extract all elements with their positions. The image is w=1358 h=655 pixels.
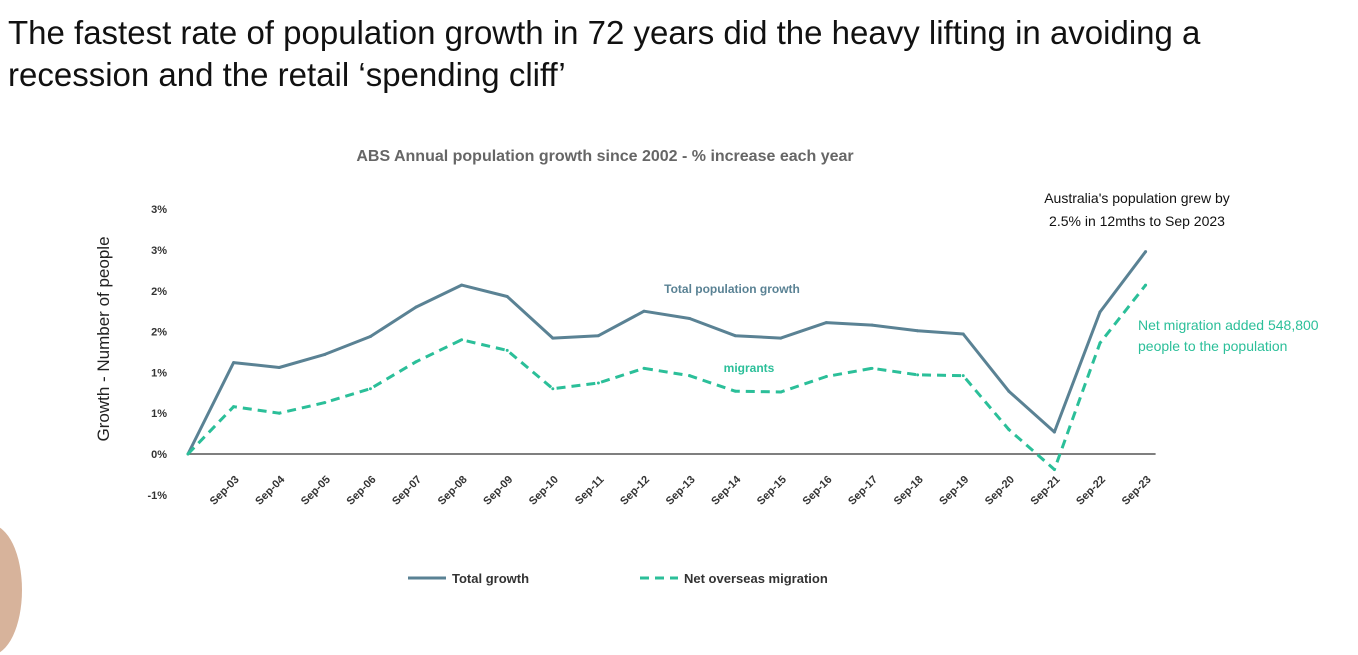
- net-migration-point: [460, 338, 464, 342]
- x-tick-label: Sep-15: [755, 474, 789, 508]
- total-growth-point: [824, 321, 828, 325]
- net-migration-point: [779, 390, 783, 394]
- total-growth-point: [1144, 250, 1148, 254]
- y-tick-label: 2%: [151, 327, 167, 339]
- annotation-migrants-label: migrants: [724, 361, 775, 375]
- x-tick-label: Sep-09: [481, 474, 515, 508]
- y-axis-ticks: -1% 0% 1% 1% 2% 2% 3% 3%: [147, 204, 167, 502]
- net-migration-point: [1007, 428, 1011, 432]
- net-migration-point: [824, 374, 828, 378]
- legend-migration-label: Net overseas migration: [684, 571, 828, 586]
- y-tick-label: 1%: [151, 367, 167, 379]
- total-growth-point: [688, 317, 692, 321]
- x-tick-label: Sep-03: [208, 474, 242, 508]
- x-tick-label: Sep-16: [801, 474, 835, 508]
- total-growth-point: [232, 361, 236, 365]
- total-growth-point: [916, 329, 920, 333]
- y-tick-label: 1%: [151, 408, 167, 420]
- annotation-pop-note-2: 2.5% in 12mths to Sep 2023: [1049, 213, 1225, 229]
- annotation-pop-note-1: Australia's population grew by: [1044, 190, 1230, 206]
- net-migration-point: [596, 381, 600, 385]
- y-tick-label: 3%: [151, 245, 167, 257]
- x-tick-label: Sep-07: [390, 474, 424, 508]
- net-migration-point: [551, 387, 555, 391]
- x-tick-label: Sep-04: [253, 473, 288, 508]
- x-tick-label: Sep-08: [436, 474, 470, 508]
- slide-title: The fastest rate of population growth in…: [8, 12, 1338, 96]
- total-growth-point: [779, 336, 783, 340]
- x-tick-label: Sep-23: [1120, 474, 1154, 508]
- chart-annotations: Total population growth migrants Australia…: [664, 190, 1319, 375]
- x-tick-label: Sep-14: [709, 473, 744, 508]
- total-growth-point: [961, 332, 965, 336]
- y-axis-label: Growth - Number of people: [94, 236, 113, 441]
- chart-title: ABS Annual population growth since 2002 …: [356, 148, 853, 165]
- total-growth-point: [733, 334, 737, 338]
- x-tick-label: Sep-19: [937, 474, 971, 508]
- net-migration-point: [1098, 341, 1102, 345]
- total-growth-point: [551, 336, 555, 340]
- x-tick-label: Sep-11: [573, 474, 607, 508]
- total-growth-point: [277, 366, 281, 370]
- total-growth-point: [414, 305, 418, 309]
- annotation-total-label: Total population growth: [664, 282, 800, 296]
- net-migration-point: [368, 387, 372, 391]
- total-growth-point: [596, 334, 600, 338]
- net-migration-point: [642, 366, 646, 370]
- x-tick-label: Sep-06: [345, 474, 379, 508]
- x-tick-label: Sep-17: [846, 474, 880, 508]
- total-growth-point: [323, 352, 327, 356]
- annotation-mig-note-2: people to the population: [1138, 338, 1287, 354]
- y-tick-label: -1%: [147, 490, 167, 502]
- series-lines: [186, 250, 1148, 472]
- total-growth-point: [1098, 310, 1102, 314]
- y-tick-label: 3%: [151, 204, 167, 216]
- net-migration-point: [733, 389, 737, 393]
- net-migration-point: [1144, 283, 1148, 287]
- chart-container: ABS Annual population growth since 2002 …: [0, 130, 1358, 597]
- y-tick-label: 0%: [151, 449, 167, 461]
- net-migration-point: [961, 374, 965, 378]
- total-growth-point: [1052, 430, 1056, 434]
- legend-total-label: Total growth: [452, 571, 529, 586]
- net-migration-point: [277, 411, 281, 415]
- net-migration-point: [916, 373, 920, 377]
- population-growth-chart: ABS Annual population growth since 2002 …: [94, 148, 1319, 586]
- chart-legend: Total growth Net overseas migration: [408, 571, 828, 586]
- net-migration-line: [186, 284, 1147, 471]
- net-migration-point: [232, 405, 236, 409]
- total-growth-line: [186, 250, 1147, 455]
- x-tick-label: Sep-12: [618, 474, 652, 508]
- net-migration-point: [414, 360, 418, 364]
- x-tick-label: Sep-18: [892, 474, 926, 508]
- total-growth-point: [1007, 389, 1011, 393]
- x-tick-label: Sep-20: [983, 474, 1017, 508]
- net-migration-point: [323, 401, 327, 405]
- total-growth-point: [642, 309, 646, 313]
- x-tick-label: Sep-10: [527, 474, 561, 508]
- x-axis-ticks: Sep-03 Sep-04 Sep-05 Sep-06 Sep-07 Sep-08 Sep-…: [208, 473, 1154, 508]
- annotation-mig-note-1: Net migration added 548,800: [1138, 317, 1319, 333]
- slide-title-line-1: The fastest rate of population growth in…: [8, 14, 1201, 51]
- net-migration-point: [688, 374, 692, 378]
- total-growth-point: [505, 295, 509, 299]
- net-migration-point: [870, 366, 874, 370]
- x-tick-label: Sep-05: [299, 474, 333, 508]
- total-growth-point: [368, 334, 372, 338]
- slide-title-line-2: recession and the retail ‘spending cliff…: [8, 56, 566, 93]
- x-tick-label: Sep-21: [1029, 474, 1063, 508]
- total-growth-point: [460, 283, 464, 287]
- net-migration-point: [186, 452, 190, 456]
- x-tick-label: Sep-13: [664, 474, 698, 508]
- x-tick-label: Sep-22: [1074, 474, 1108, 508]
- y-tick-label: 2%: [151, 286, 167, 298]
- net-migration-point: [505, 348, 509, 352]
- total-growth-point: [870, 323, 874, 327]
- net-migration-point: [1052, 468, 1056, 472]
